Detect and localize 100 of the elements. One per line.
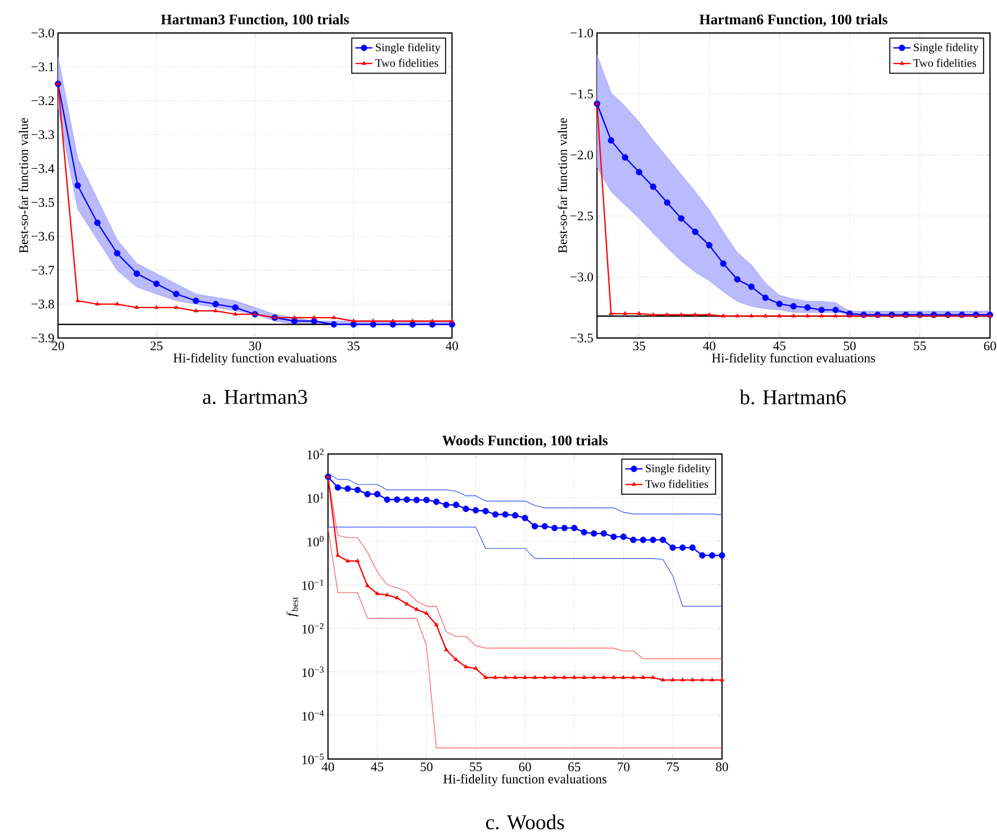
legend-label: Two fidelities bbox=[375, 58, 438, 67]
point bbox=[552, 675, 557, 679]
legend-label: Single fidelity bbox=[376, 43, 441, 54]
point bbox=[636, 168, 642, 176]
point bbox=[748, 284, 755, 290]
point bbox=[430, 318, 434, 322]
x-axis-title: Hi-fidelity function evaluations bbox=[712, 353, 875, 366]
y-tick-label: −1.0 bbox=[570, 28, 593, 38]
point bbox=[365, 583, 370, 588]
y-tick-label: −3.0 bbox=[32, 28, 54, 38]
point bbox=[291, 318, 298, 324]
point bbox=[721, 314, 726, 318]
point bbox=[212, 300, 219, 308]
point bbox=[174, 304, 178, 309]
point bbox=[434, 622, 439, 626]
point bbox=[394, 595, 400, 600]
y-axis-title: Best-so-far function value bbox=[558, 118, 568, 253]
x-tick-label: 55 bbox=[914, 342, 926, 350]
y-tick-label: 10$^{0}$ bbox=[308, 536, 324, 546]
legend-label: Two fidelities bbox=[913, 58, 976, 67]
point bbox=[762, 294, 769, 301]
point bbox=[330, 321, 337, 328]
point bbox=[413, 496, 420, 504]
point bbox=[114, 302, 120, 306]
y-tick-label: 10$^{−2}$ bbox=[302, 623, 324, 634]
point bbox=[94, 220, 101, 226]
y-tick-label: 10$^{−1}$ bbox=[302, 579, 324, 590]
point bbox=[777, 314, 782, 318]
y-tick-label: −3.6 bbox=[32, 232, 54, 241]
point bbox=[847, 314, 852, 318]
x-tick-label: 75 bbox=[667, 762, 679, 772]
point bbox=[763, 314, 768, 318]
point bbox=[678, 215, 684, 222]
point bbox=[173, 290, 180, 298]
point bbox=[622, 154, 628, 161]
point bbox=[832, 306, 839, 314]
point bbox=[502, 511, 508, 518]
point bbox=[492, 511, 499, 518]
point bbox=[692, 228, 698, 236]
y-tick-label: 10$^{−3}$ bbox=[302, 666, 324, 678]
point bbox=[582, 675, 586, 679]
point bbox=[650, 312, 656, 316]
x-axis-title: Hi-fidelity function evaluations bbox=[173, 353, 337, 366]
x-tick-label: 60 bbox=[984, 342, 996, 350]
chart-title: Hartman6 Function, 100 trials bbox=[700, 14, 888, 26]
point bbox=[384, 496, 390, 503]
point bbox=[364, 490, 371, 498]
point bbox=[503, 675, 508, 679]
y-tick-label: 10$^{−4}$ bbox=[302, 710, 324, 721]
point bbox=[735, 314, 740, 318]
x-tick-label: 70 bbox=[618, 762, 630, 772]
chart-title: Hartman3 Function, 100 trials bbox=[161, 14, 349, 26]
point bbox=[600, 530, 607, 537]
point bbox=[76, 298, 80, 302]
point bbox=[749, 314, 754, 318]
point bbox=[334, 484, 342, 491]
text: a. Hartman3 bbox=[202, 390, 307, 404]
point bbox=[699, 552, 706, 559]
point bbox=[532, 675, 538, 679]
point bbox=[706, 242, 712, 248]
point bbox=[636, 311, 642, 315]
point bbox=[344, 485, 351, 492]
point bbox=[679, 312, 684, 316]
point bbox=[707, 312, 712, 316]
point bbox=[664, 312, 670, 316]
y-tick-label: −3.2 bbox=[32, 96, 54, 106]
point bbox=[114, 250, 120, 256]
point bbox=[631, 675, 636, 679]
point bbox=[346, 558, 350, 562]
point bbox=[154, 304, 159, 309]
point bbox=[404, 602, 409, 606]
point bbox=[622, 311, 628, 315]
point bbox=[720, 260, 727, 267]
point bbox=[650, 675, 656, 679]
x-tick-label: 40 bbox=[446, 342, 458, 350]
point bbox=[542, 675, 547, 679]
point bbox=[423, 496, 430, 504]
point bbox=[512, 512, 518, 519]
point bbox=[375, 591, 380, 596]
point bbox=[482, 508, 489, 514]
point bbox=[443, 502, 450, 508]
point bbox=[641, 675, 646, 679]
point bbox=[620, 534, 627, 540]
y-tick-label: −3.7 bbox=[32, 266, 54, 275]
point bbox=[153, 280, 160, 287]
point bbox=[332, 315, 336, 320]
x-tick-label: 35 bbox=[348, 342, 360, 350]
point bbox=[351, 318, 356, 322]
point bbox=[660, 536, 666, 544]
point bbox=[452, 502, 460, 508]
y-tick-label: −3.5 bbox=[570, 334, 593, 342]
point bbox=[590, 530, 598, 537]
point bbox=[776, 300, 783, 308]
point bbox=[650, 184, 656, 190]
point bbox=[664, 199, 670, 206]
point bbox=[433, 498, 440, 505]
point bbox=[232, 304, 239, 311]
x-tick-label: 45 bbox=[773, 342, 786, 350]
point bbox=[679, 544, 686, 551]
y-axis-title: f$_{best}$ bbox=[286, 596, 298, 616]
